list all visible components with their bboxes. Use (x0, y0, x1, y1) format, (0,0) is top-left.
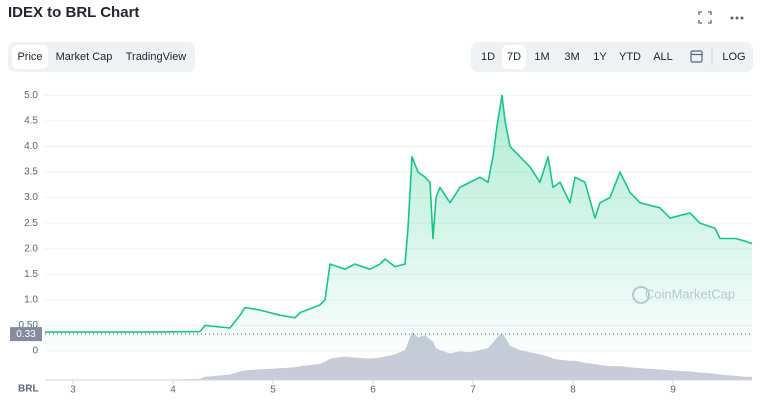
range-label[interactable]: 1M (534, 51, 549, 63)
current-price-label: 0.33 (16, 329, 36, 340)
y-tick-label: 0.50 (19, 320, 39, 331)
tab[interactable]: Market Cap (56, 51, 113, 63)
range-label[interactable]: YTD (619, 51, 641, 63)
y-tick-label: 1.0 (24, 295, 38, 306)
calendar-body (690, 50, 703, 63)
x-tick-label: 8 (570, 385, 576, 396)
y-tick-label: 0 (32, 346, 38, 357)
range-button[interactable]: 1D (481, 51, 495, 63)
range-button[interactable]: YTD (619, 51, 641, 63)
x-tick-label: 7 (470, 385, 476, 396)
tab-selected-bg (12, 45, 48, 69)
log-button[interactable]: LOG (722, 51, 745, 63)
range-label[interactable]: 1Y (593, 51, 607, 63)
y-tick-label: 3.0 (24, 192, 38, 203)
tab[interactable]: TradingView (126, 51, 187, 63)
more-icon[interactable] (730, 16, 744, 20)
x-tick-label: 5 (270, 385, 276, 396)
tab-label[interactable]: Market Cap (56, 51, 113, 63)
price-area (45, 95, 752, 351)
chart-title: IDEX to BRL Chart (8, 4, 139, 21)
tab-label[interactable]: TradingView (126, 51, 187, 63)
range-selected-bg (502, 45, 526, 69)
y-tick-label: 1.5 (24, 269, 38, 280)
range-label[interactable]: 7D (507, 51, 521, 63)
y-tick-label: 2.0 (24, 243, 38, 254)
range-label[interactable]: 3M (564, 51, 579, 63)
range-button[interactable]: 7D (502, 45, 526, 69)
price-line (45, 94, 753, 333)
y-tick-label: 4.5 (24, 116, 38, 127)
tab-group (8, 42, 195, 72)
tab-label[interactable]: Price (17, 51, 42, 63)
y-tick-label: 4.0 (24, 141, 38, 152)
y-tick-label: 2.5 (24, 218, 38, 229)
x-tick-label: 3 (70, 385, 76, 396)
range-label[interactable]: ALL (653, 51, 673, 63)
range-button[interactable]: 1Y (593, 51, 607, 63)
range-label[interactable]: 1D (481, 51, 495, 63)
x-tick-label: 9 (670, 385, 676, 396)
x-tick-label: 6 (370, 385, 376, 396)
range-button[interactable]: ALL (653, 51, 673, 63)
tab[interactable]: Price (12, 45, 48, 69)
currency-label: BRL (18, 384, 39, 395)
current-price-badge (10, 327, 42, 342)
y-tick-label: 5.0 (24, 90, 38, 101)
x-tick-label: 4 (170, 385, 176, 396)
y-tick-label: 3.5 (24, 167, 38, 178)
fullscreen-icon[interactable] (698, 11, 712, 24)
range-button[interactable]: 3M (564, 51, 579, 63)
range-group (471, 42, 753, 72)
calendar-icon[interactable] (690, 50, 703, 63)
volume-area (45, 332, 752, 380)
range-button[interactable]: 1M (534, 51, 549, 63)
